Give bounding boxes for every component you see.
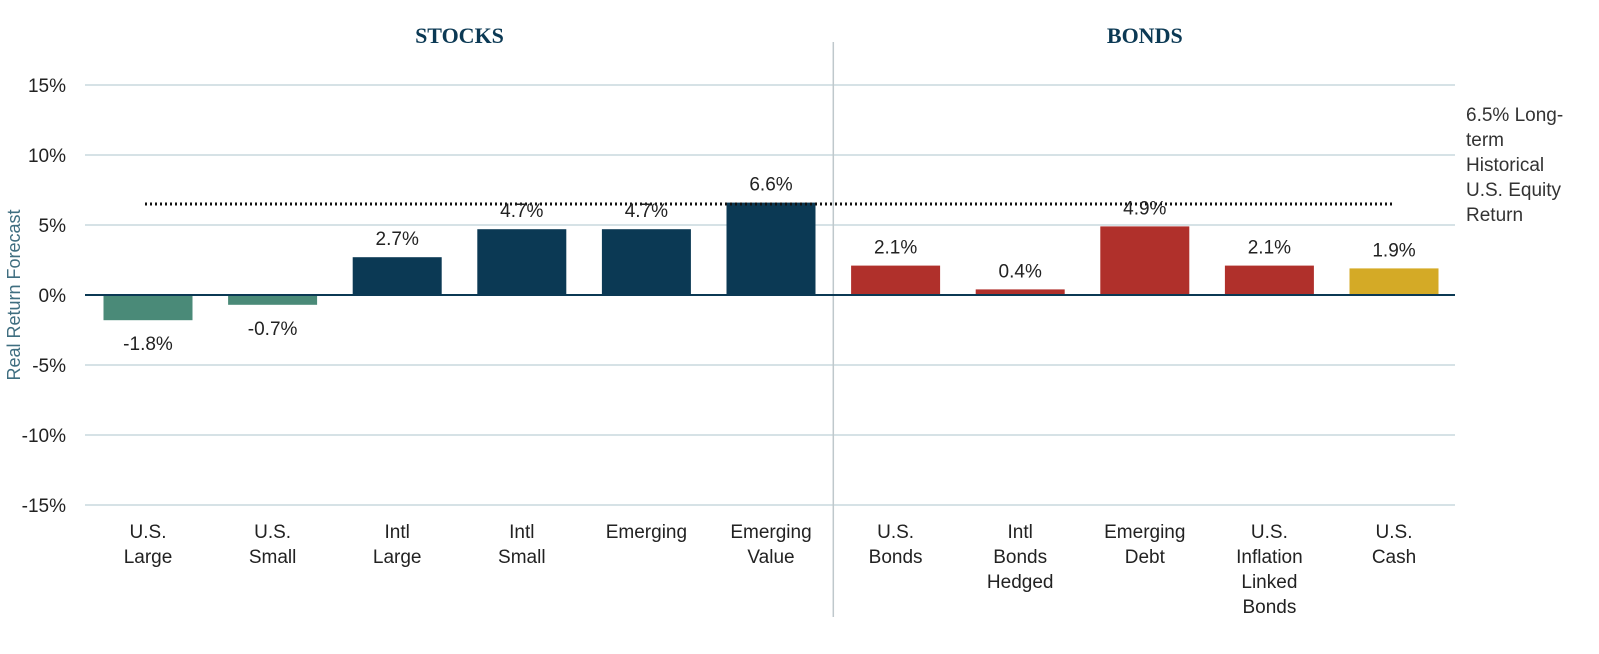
bar: [726, 202, 816, 295]
bar: [228, 295, 318, 305]
x-category-label: Emerging: [606, 522, 687, 543]
data-label: 4.7%: [500, 201, 543, 222]
data-labels: -1.8% -0.7% 2.7% 4.7% 4.7% 6.6% 2.1% 0.4% 4.9% 2.…: [123, 175, 1416, 356]
bar: [1224, 265, 1314, 295]
section-title: BONDS: [1107, 23, 1183, 48]
y-tick-label: -15%: [22, 496, 66, 517]
x-category-label: U.S. Inflation Linked Bonds: [1236, 522, 1303, 618]
x-axis-categories: U.S. Large U.S. Small Intl Large Intl Small Emer…: [124, 522, 1416, 618]
bar: [477, 229, 567, 295]
reference-line-annotation: 6.5% Long-term Historical U.S. Equity Retur…: [1466, 105, 1563, 226]
y-axis-ticks: 15% 10% 5% 0% -5% -10% -15%: [22, 76, 66, 517]
data-label: -0.7%: [248, 319, 298, 340]
bar: [601, 229, 691, 295]
section-titles: STOCKS BONDS: [415, 23, 1183, 48]
data-label: 4.9%: [1123, 198, 1166, 219]
data-label: 1.9%: [1372, 240, 1415, 261]
y-tick-label: -5%: [32, 356, 66, 377]
y-tick-label: -10%: [22, 426, 66, 447]
y-tick-label: 5%: [39, 216, 67, 237]
y-tick-label: 15%: [28, 76, 66, 97]
x-category-label: U.S. Bonds: [869, 522, 923, 568]
data-label: 2.1%: [1248, 238, 1291, 259]
bar: [975, 289, 1065, 295]
x-category-label: Emerging Value: [730, 522, 811, 568]
data-label: 0.4%: [999, 261, 1042, 282]
data-label: 2.1%: [874, 238, 917, 259]
section-title: STOCKS: [415, 23, 504, 48]
x-category-label: Intl Small: [498, 522, 546, 568]
bar: [1349, 268, 1439, 295]
y-tick-label: 10%: [28, 146, 66, 167]
x-category-label: U.S. Cash: [1372, 522, 1416, 568]
bar: [103, 295, 193, 321]
bar: [851, 265, 941, 295]
data-label: 4.7%: [625, 201, 668, 222]
bar: [352, 257, 442, 295]
y-tick-label: 0%: [39, 286, 67, 307]
bars: [103, 202, 1439, 321]
y-axis-label: Real Return Forecast: [4, 209, 24, 380]
x-category-label: Intl Bonds Hedged: [987, 522, 1054, 593]
x-category-label: Emerging Debt: [1104, 522, 1185, 568]
data-label: 2.7%: [376, 229, 419, 250]
data-label: -1.8%: [123, 334, 173, 355]
bar: [1100, 226, 1190, 295]
data-label: 6.6%: [749, 175, 792, 196]
x-category-label: U.S. Small: [249, 522, 297, 568]
x-category-label: Intl Large: [373, 522, 422, 568]
x-category-label: U.S. Large: [124, 522, 173, 568]
